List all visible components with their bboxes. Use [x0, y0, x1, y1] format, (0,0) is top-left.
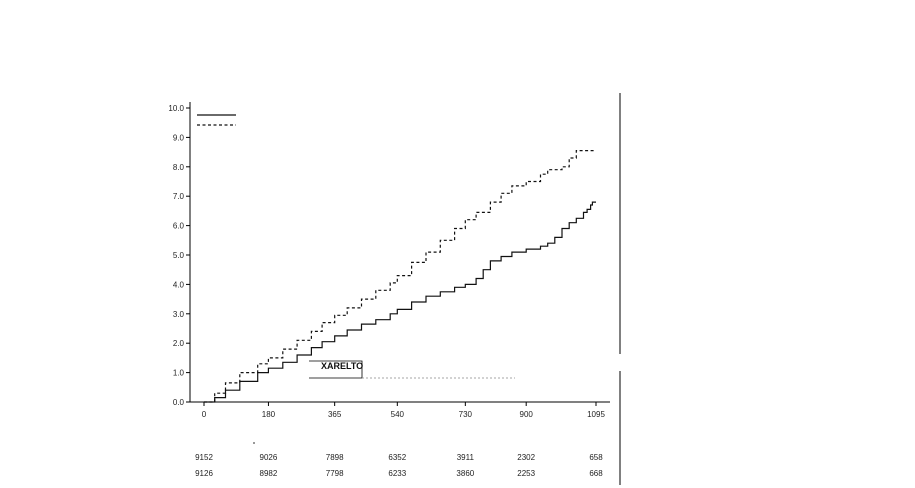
number-at-risk-table: 9152 9026 7898 6352 3911 2302 658 9126 8982 7798 6… [195, 453, 603, 478]
x-tick-label: 0 [202, 410, 207, 419]
y-tick-label: 3.0 [173, 310, 185, 319]
x-tick-label: 365 [328, 410, 342, 419]
at-risk-value: 3911 [457, 453, 475, 462]
y-tick-label: 2.0 [173, 339, 185, 348]
y-tick-label: 8.0 [173, 163, 185, 172]
at-risk-value: 9152 [195, 453, 213, 462]
at-risk-value: 7898 [326, 453, 344, 462]
y-tick-label: 7.0 [173, 192, 185, 201]
x-axis-ticks: 0 180 365 540 730 900 1095 [202, 402, 605, 419]
y-tick-label: 1.0 [173, 369, 185, 378]
series-line-dashed [204, 150, 596, 403]
inset-annotation: XARELTO [309, 360, 515, 379]
at-risk-value: 2302 [517, 453, 535, 462]
y-tick-label: 6.0 [173, 222, 185, 231]
at-risk-value: 3860 [456, 469, 474, 478]
at-risk-value: 2253 [517, 469, 535, 478]
x-tick-label: 730 [459, 410, 473, 419]
y-tick-label: 5.0 [173, 251, 185, 260]
y-axis-ticks: 0.0 1.0 2.0 3.0 4.0 5.0 6.0 7.0 8.0 9.0 10.0 [168, 104, 190, 407]
y-tick-label: 10.0 [168, 104, 184, 113]
y-tick-label: 0.0 [173, 398, 185, 407]
x-tick-label: 1095 [587, 410, 605, 419]
series-layer [204, 150, 596, 403]
at-risk-value: 658 [589, 453, 603, 462]
y-tick-label: 9.0 [173, 133, 185, 142]
at-risk-value: 668 [589, 469, 603, 478]
y-tick-label: 4.0 [173, 280, 185, 289]
at-risk-value: 7798 [326, 469, 344, 478]
inset-bracket [309, 360, 363, 379]
x-tick-label: 900 [520, 410, 534, 419]
series-line-solid [204, 201, 596, 403]
at-risk-value: 6352 [388, 453, 406, 462]
at-risk-value: 8982 [260, 469, 278, 478]
x-tick-label: 180 [262, 410, 276, 419]
at-risk-value: 6233 [388, 469, 406, 478]
inset-label: XARELTO [321, 361, 363, 371]
at-risk-value: 9026 [260, 453, 278, 462]
at-risk-value: 9126 [195, 469, 213, 478]
x-tick-label: 540 [391, 410, 405, 419]
